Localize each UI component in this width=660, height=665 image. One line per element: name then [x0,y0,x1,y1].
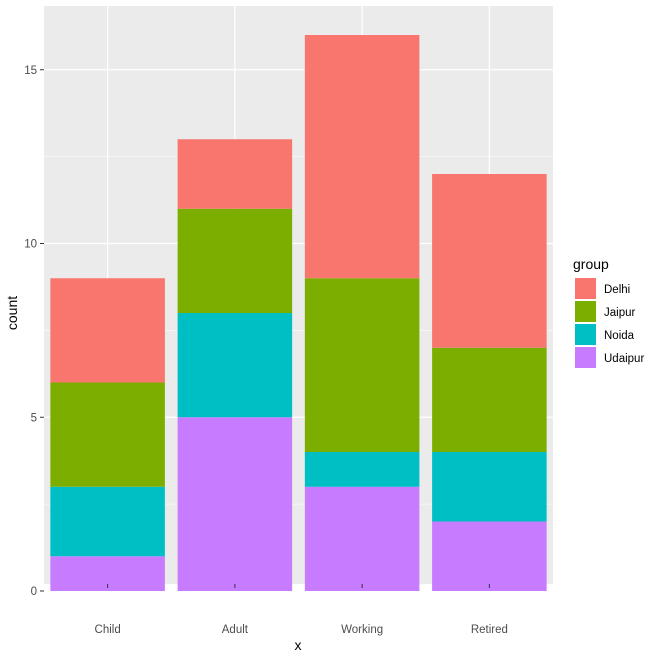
y-tick-label: 0 [31,586,37,598]
bar-segment-working-delhi [304,35,420,279]
bar-segment-working-noida [304,452,420,487]
bar-segment-working-jaipur [304,278,420,452]
legend-label-udaipur: Udaipur [604,353,644,365]
y-axis-title: count [4,296,20,330]
bar-segment-child-delhi [50,278,165,383]
bar-segment-adult-jaipur [177,208,293,313]
legend-label-jaipur: Jaipur [604,307,635,319]
bar-segment-retired-jaipur [432,347,547,452]
legend-items: Delhi Jaipur Noida Udaipur [575,278,644,368]
bar-segment-working-udaipur [304,486,420,591]
bars [50,35,547,591]
bar-segment-adult-udaipur [177,417,293,591]
legend-label-noida: Noida [604,330,635,342]
bar-segment-adult-noida [177,313,293,418]
legend-key-delhi [575,278,596,299]
bar-segment-retired-noida [432,452,547,522]
legend-key-udaipur [575,347,596,368]
bar-segment-adult-delhi [177,139,293,209]
legend-title: group [573,256,609,272]
x-axis: Child Adult Working Retired [95,584,508,636]
legend: group Delhi Jaipur Noida Udaipur [573,256,644,368]
x-axis-title: x [295,637,302,653]
legend-key-jaipur [575,301,596,322]
legend-key-noida [575,324,596,345]
bar-segment-retired-udaipur [432,521,547,591]
x-tick-label-working: Working [341,624,383,636]
x-tick-label-child: Child [95,624,121,636]
bar-segment-child-noida [50,486,165,557]
bar-segment-retired-delhi [432,174,547,348]
bar-segment-child-jaipur [50,382,165,487]
x-tick-label-retired: Retired [471,624,508,636]
legend-label-delhi: Delhi [604,284,630,296]
y-tick-label: 5 [31,412,37,424]
y-axis: 0 5 10 15 [24,65,44,598]
x-tick-label-adult: Adult [222,624,249,636]
y-tick-label: 10 [24,239,37,251]
y-tick-label: 15 [24,65,37,77]
